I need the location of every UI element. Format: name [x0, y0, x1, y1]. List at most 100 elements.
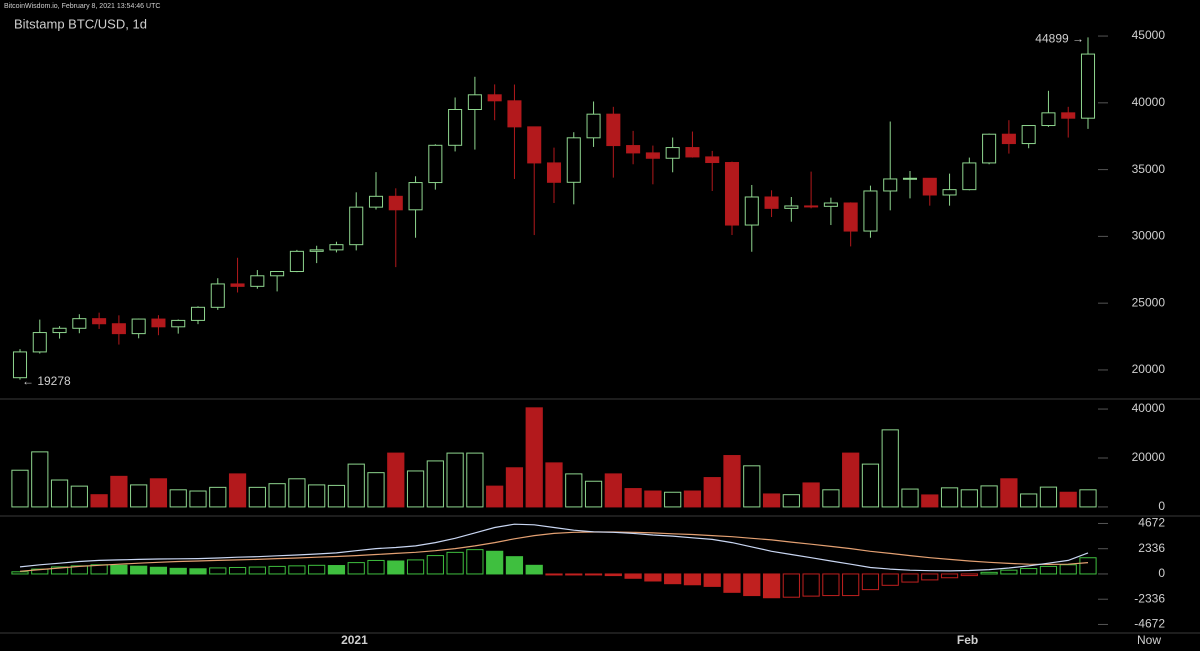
candle-body [744, 196, 759, 226]
y-tick-label: 2336 [1138, 541, 1165, 555]
volume-bar [209, 486, 227, 508]
candle-body [586, 113, 601, 139]
volume-bar [525, 407, 543, 508]
volume-bar [228, 473, 247, 508]
volume-bar [980, 485, 998, 508]
macd-bar [268, 565, 286, 575]
macd-bar [149, 566, 168, 575]
macd-bar [426, 555, 444, 575]
candle-body [349, 206, 364, 246]
candle-body [190, 306, 206, 321]
macd-bar [209, 567, 227, 575]
volume-bar [683, 490, 702, 508]
volume-bar [881, 429, 899, 508]
candle-body [902, 177, 918, 180]
candle-body [724, 162, 740, 226]
macd-bar [1059, 564, 1077, 575]
candle-body [1041, 112, 1056, 127]
candle-body [111, 323, 126, 335]
candle-body [408, 182, 423, 211]
macd-bar [50, 566, 69, 575]
candle-body [230, 283, 245, 287]
candle-body [705, 156, 720, 164]
dif-line [19, 523, 1089, 572]
candle-body [1080, 53, 1096, 119]
macd-bar [782, 573, 800, 598]
macd-bar [624, 573, 642, 579]
candle-body [131, 318, 146, 335]
candle-body [92, 318, 107, 325]
macd-bar [802, 573, 820, 597]
candle-body [270, 271, 285, 277]
macd-bar [367, 559, 385, 575]
candle-body [1021, 125, 1036, 145]
macd-bar [644, 573, 662, 582]
macd-bar [762, 573, 781, 599]
candle-body [448, 109, 463, 146]
volume-bar [110, 475, 128, 508]
macd-bar [327, 565, 346, 575]
volume-bar [189, 490, 207, 508]
macd-bar [604, 573, 622, 577]
macd-bar [486, 550, 504, 575]
candle-body [883, 178, 898, 192]
y-tick-label: 25000 [1132, 295, 1166, 309]
volume-bar [70, 485, 88, 508]
macd-bar [901, 573, 919, 583]
macd-bar [565, 573, 583, 576]
y-tick-label: 20000 [1132, 362, 1166, 376]
candle-body [309, 249, 324, 252]
volume-bar [743, 465, 761, 508]
macd-bar [960, 573, 978, 577]
volume-bar [268, 483, 286, 508]
volume-bar [584, 480, 603, 508]
y-tick-label: 35000 [1132, 162, 1166, 176]
y-tick-label: 45000 [1132, 28, 1166, 42]
candle-body [962, 162, 977, 191]
candle-body [151, 318, 166, 328]
candle-body [922, 177, 937, 196]
header: BitcoinWisdom.io, February 8, 2021 13:54… [4, 3, 160, 10]
candle-body [527, 126, 542, 164]
macd-bar [308, 564, 326, 575]
volume-bar [130, 484, 148, 508]
volume-bar [940, 487, 959, 508]
candle-body [507, 100, 522, 128]
macd-bar [723, 573, 741, 593]
candle-body [1001, 133, 1016, 145]
macd-bar [248, 566, 266, 575]
candle-body [1061, 112, 1076, 119]
macd-bar [921, 573, 939, 581]
volume-bar [1000, 478, 1018, 508]
macd-bar [169, 567, 187, 575]
volume-bar [802, 482, 820, 508]
candle-body [72, 318, 87, 329]
y-tick-label: 40000 [1132, 401, 1166, 415]
min-label: ← 19278 [22, 374, 71, 388]
y-tick-label: 20000 [1132, 450, 1166, 464]
volume-bar [604, 473, 622, 508]
macd-bar [940, 573, 959, 579]
candle-body [764, 196, 779, 209]
volume-bar [782, 494, 800, 508]
volume-bar [426, 460, 444, 508]
candle-body [388, 195, 403, 211]
macd-bar [288, 565, 306, 575]
macd-bar [1000, 569, 1018, 575]
volume-bar [861, 463, 880, 508]
volume-bar [822, 489, 840, 508]
candle-body [210, 283, 225, 308]
volume-bar [1059, 491, 1077, 508]
max-label: 44899 → [1035, 32, 1084, 46]
volume-bar [842, 452, 860, 508]
candle-body [784, 205, 799, 209]
y-tick-label: 4672 [1138, 516, 1165, 530]
volume-bar [248, 486, 266, 508]
volume-bar [545, 462, 563, 508]
macd-bar [189, 568, 207, 575]
volume-bar [169, 489, 187, 508]
x-tick-label: 2021 [341, 633, 368, 647]
candle-body [487, 94, 502, 102]
